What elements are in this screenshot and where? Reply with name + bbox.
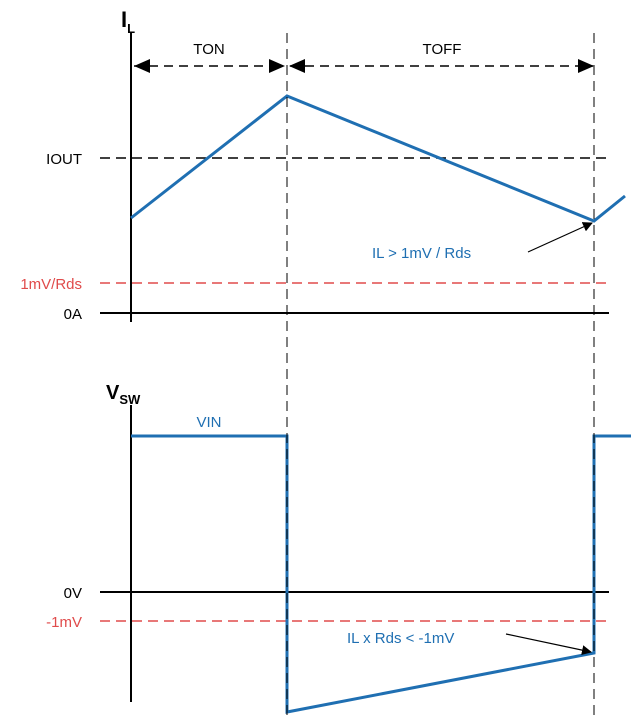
current-annotation: IL > 1mV / Rds	[372, 245, 471, 262]
vin-label: VIN	[196, 414, 221, 431]
toff-right-arrowhead	[578, 59, 594, 73]
ton-right-arrowhead	[269, 59, 285, 73]
toff-left-arrowhead	[289, 59, 305, 73]
il-axis-title: IL	[121, 7, 135, 36]
voltage-annotation: IL x Rds < -1mV	[347, 630, 454, 647]
voltage-annotation-arrow	[505, 633, 592, 656]
vsw-axis-title: VSW	[106, 382, 141, 407]
voltage-threshold-label: -1mV	[46, 614, 82, 631]
current-threshold-label: 1mV/Rds	[20, 276, 82, 293]
zero-volt-label: 0V	[64, 585, 82, 602]
inductor-current-waveform	[130, 94, 626, 223]
iout-label: IOUT	[46, 151, 82, 168]
switch-voltage-panel: VSW 0V -1mV VIN IL x Rds < -1mV	[46, 382, 631, 714]
zero-amp-label: 0A	[64, 306, 82, 323]
inductor-current-panel: IL 0A 1mV/Rds IOUT TON TOFF IL > 1mV / R…	[20, 7, 626, 323]
ton-left-arrowhead	[134, 59, 150, 73]
current-annotation-arrow	[527, 222, 593, 253]
ton-label: TON	[193, 41, 224, 58]
toff-label: TOFF	[423, 41, 462, 58]
switch-voltage-waveform	[131, 434, 631, 714]
